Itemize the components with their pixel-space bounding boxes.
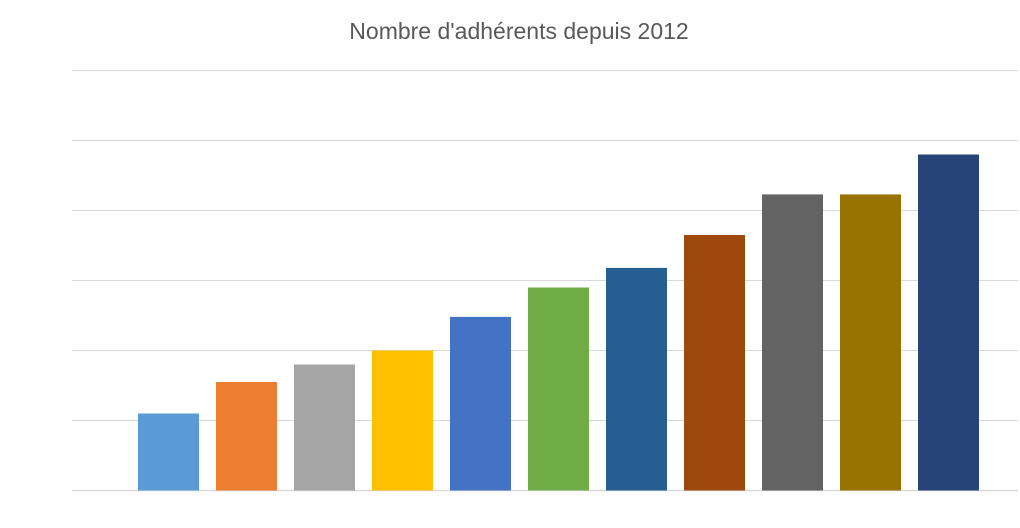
bar-8	[684, 235, 745, 491]
bar-6	[528, 287, 589, 491]
bar-2	[216, 382, 277, 491]
bar-3	[294, 364, 355, 491]
bar-5	[450, 316, 511, 491]
chart-title: Nombre d'adhérents depuis 2012	[349, 18, 689, 44]
bar-9	[762, 194, 823, 491]
bar-11	[918, 154, 979, 491]
bars	[138, 154, 979, 491]
bar-4	[372, 350, 433, 491]
bar-10	[840, 194, 901, 491]
bar-1	[138, 413, 199, 491]
bar-7	[606, 267, 667, 491]
